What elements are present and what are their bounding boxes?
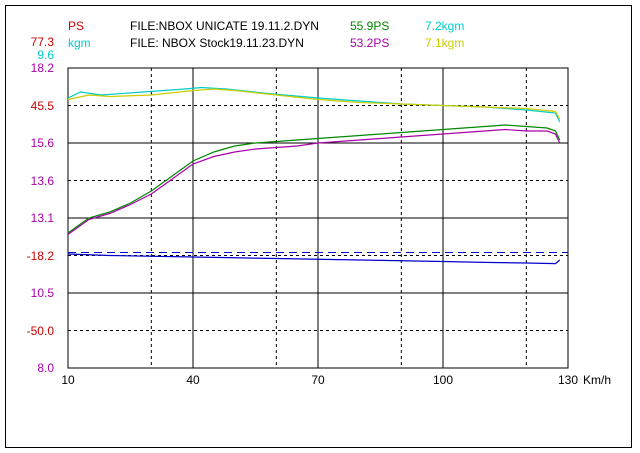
- y-tick-label: 13.1: [30, 211, 54, 225]
- y-tick-label: 13.6: [30, 173, 54, 188]
- series-line-2: [67, 124, 561, 234]
- y-tick-label: 15.6: [30, 136, 54, 150]
- y-tick-label: 8.0: [37, 361, 54, 375]
- x-tick-label: 100: [433, 373, 454, 387]
- file-1-kgm: 7.2kgm: [425, 19, 465, 33]
- kgm-unit-label: kgm: [68, 36, 91, 50]
- file-2-kgm: 7.1kgm: [425, 36, 465, 50]
- y-tick-label: 10.5: [30, 286, 54, 300]
- file-2-ps: 53.2PS: [350, 36, 390, 50]
- y-tick-label: 18.2: [30, 61, 54, 75]
- x-tick-label: 10: [61, 373, 75, 387]
- x-axis-label: Km/h: [583, 373, 612, 387]
- x-tick-label: 130: [558, 373, 579, 387]
- series-line-0: [67, 86, 561, 123]
- plot-border: [67, 67, 569, 369]
- y-tick-label: -18.2: [26, 248, 54, 263]
- y-tick-label: 9.6: [37, 48, 54, 62]
- x-tick-label: 70: [311, 373, 325, 387]
- series-line-4: [67, 253, 561, 265]
- chart-frame: [5, 5, 632, 448]
- file-1-label: FILE:NBOX UNICATE 19.11.2.DYN: [130, 19, 319, 33]
- x-tick-label: 40: [186, 373, 200, 387]
- series-line-3: [67, 128, 561, 235]
- y-tick-label: 45.5: [30, 98, 54, 113]
- file-2-label: FILE: NBOX Stock19.11.23.DYN: [130, 36, 304, 50]
- series-line-1: [67, 88, 561, 120]
- file-1-ps: 55.9PS: [350, 19, 390, 33]
- ps-unit-label: PS: [68, 19, 85, 33]
- y-tick-label: -50.0: [26, 323, 54, 338]
- y-tick-label: 77.3: [30, 35, 54, 49]
